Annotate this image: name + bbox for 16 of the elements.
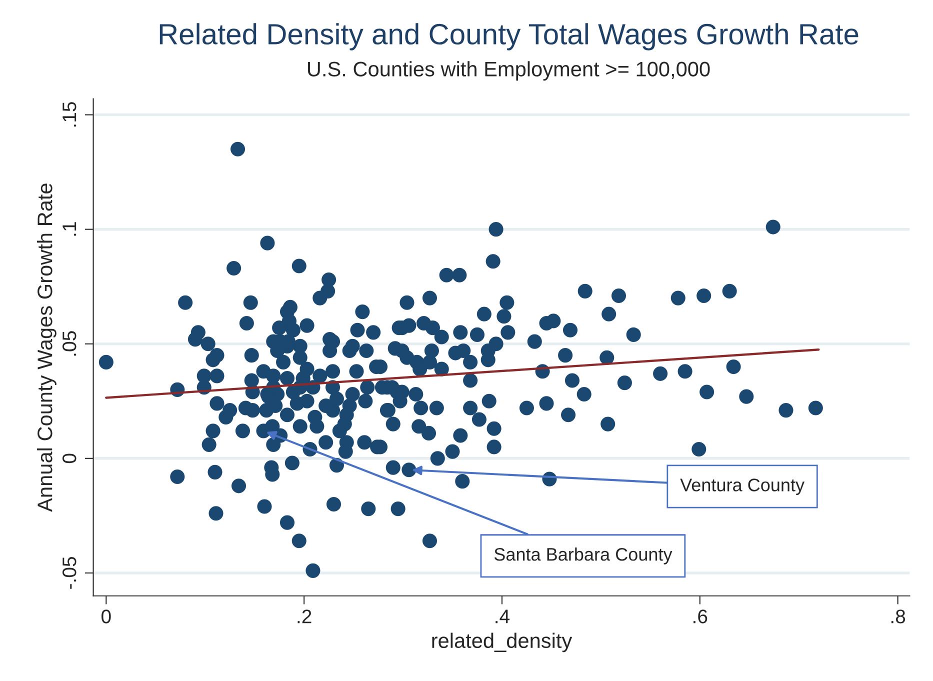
y-tick-label: .1 <box>62 222 76 236</box>
y-tick-label: 0 <box>62 454 76 464</box>
x-tick-label: .2 <box>298 610 312 624</box>
x-tick-label: .8 <box>891 610 906 624</box>
annotation: Santa Barbara County <box>494 548 672 564</box>
y-tick-label: .15 <box>62 102 76 127</box>
x-tick-label: 0 <box>102 610 111 624</box>
x-axis-title: related_density <box>432 632 572 652</box>
y-tick-label: -.05 <box>62 557 76 589</box>
y-axis-title: Annual County Wages Growth Rate <box>37 184 56 512</box>
annotation: Ventura County <box>680 478 805 495</box>
y-tick-label: .05 <box>62 331 76 356</box>
x-tick-label: .4 <box>496 610 510 624</box>
chart-subtitle: U.S. Counties with Employment >= 100,000 <box>308 61 710 81</box>
chart-title: Related Density and County Total Wages Growth Rate <box>160 23 858 50</box>
x-tick-label: .6 <box>694 610 708 624</box>
